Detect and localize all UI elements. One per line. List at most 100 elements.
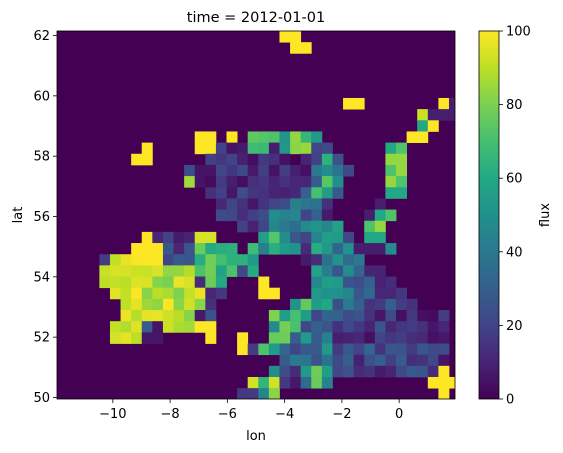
heatmap-cell — [364, 209, 376, 222]
heatmap-cell — [343, 310, 355, 322]
heatmap-cell — [247, 176, 259, 188]
heatmap-cell — [173, 231, 185, 244]
heatmap-cell — [385, 332, 397, 344]
heatmap-cell — [247, 153, 259, 166]
heatmap-cell — [321, 321, 333, 333]
heatmap-cell — [300, 142, 312, 155]
heatmap-cell — [300, 198, 312, 210]
heatmap-cell — [258, 164, 270, 177]
heatmap-cell — [237, 343, 249, 356]
heatmap-cell — [290, 243, 302, 255]
heatmap-cell — [343, 287, 355, 300]
heatmap-cell — [438, 388, 450, 399]
heatmap-cell — [321, 287, 333, 300]
heatmap-cell — [109, 254, 121, 266]
heatmap-cell — [374, 220, 386, 233]
heatmap-cell — [152, 276, 164, 289]
colorbar-tick-label: 0 — [506, 393, 514, 408]
heatmap-cell — [311, 310, 323, 322]
heatmap-cell — [120, 276, 132, 289]
heatmap-cell — [290, 131, 302, 144]
heatmap-cell — [353, 243, 365, 255]
heatmap-cell — [300, 365, 312, 378]
heatmap-cell — [194, 131, 206, 144]
heatmap-cell — [279, 376, 291, 389]
heatmap-cell — [162, 243, 174, 255]
heatmap-cell — [321, 164, 333, 177]
heatmap-cell — [427, 354, 439, 367]
heatmap-cell — [215, 198, 227, 210]
heatmap-cell — [237, 198, 249, 210]
heatmap-cell — [247, 343, 259, 356]
heatmap-cell — [300, 354, 312, 367]
heatmap-cell — [406, 343, 418, 356]
heatmap-cell — [332, 276, 344, 289]
heatmap-cell — [173, 298, 185, 311]
heatmap-cell — [353, 276, 365, 289]
heatmap-cell — [332, 243, 344, 255]
heatmap-cell — [385, 164, 397, 177]
heatmap-cell — [184, 287, 196, 300]
heatmap-cell — [417, 354, 429, 367]
heatmap-cell — [215, 164, 227, 177]
heatmap-cell — [290, 298, 302, 311]
heatmap-cell — [321, 365, 333, 378]
heatmap-cell — [258, 153, 270, 166]
heatmap-cell — [311, 332, 323, 344]
heatmap-cell — [332, 254, 344, 266]
heatmap-cell — [300, 298, 312, 311]
heatmap-cell — [184, 265, 196, 277]
heatmap-cell — [279, 321, 291, 333]
heatmap-cell — [438, 376, 450, 389]
heatmap-cell — [131, 153, 143, 166]
heatmap-cell — [374, 287, 386, 300]
heatmap-cell — [109, 276, 121, 289]
heatmap-cell — [152, 321, 164, 333]
heatmap-cell — [396, 153, 408, 166]
heatmap-cell — [311, 131, 323, 144]
heatmap-cell — [268, 231, 280, 244]
heatmap-cell — [311, 164, 323, 177]
heatmap-cell — [448, 109, 455, 121]
heatmap-cell — [438, 332, 450, 344]
x-axis-label: lon — [246, 429, 266, 444]
heatmap-cell — [258, 343, 270, 356]
heatmap-cell — [237, 142, 249, 155]
heatmap-cell — [353, 298, 365, 311]
heatmap-cell — [247, 220, 259, 233]
heatmap-cell — [258, 231, 270, 244]
heatmap-cell — [321, 343, 333, 356]
heatmap-cell — [321, 376, 333, 389]
heatmap-cell — [237, 164, 249, 177]
heatmap-cell — [300, 220, 312, 233]
heatmap-cell — [332, 365, 344, 378]
heatmap-cell — [194, 310, 206, 322]
heatmap-cell — [417, 109, 429, 121]
heatmap-cell — [258, 187, 270, 199]
heatmap-cell — [268, 209, 280, 222]
heatmap-cell — [300, 42, 312, 54]
heatmap-cell — [268, 332, 280, 344]
heatmap-cell — [258, 388, 270, 399]
heatmap-cells — [99, 31, 455, 399]
heatmap-cell — [184, 321, 196, 333]
heatmap-cell — [215, 176, 227, 188]
heatmap-cell — [448, 376, 455, 389]
x-tick-label: −8 — [161, 407, 180, 422]
heatmap-cell — [364, 220, 376, 233]
heatmap-cell — [417, 131, 429, 144]
heatmap-cell — [385, 321, 397, 333]
heatmap-cell — [141, 332, 153, 344]
heatmap-cell — [332, 298, 344, 311]
heatmap-cell — [152, 298, 164, 311]
colorbar-label: flux — [538, 203, 553, 227]
heatmap-cell — [205, 310, 217, 322]
heatmap-cell — [321, 254, 333, 266]
y-axis: 50 52 54 56 58 60 62 — [33, 29, 57, 406]
heatmap-cell — [184, 254, 196, 266]
heatmap-cell — [321, 187, 333, 199]
heatmap-cell — [311, 343, 323, 356]
chart-title: time = 2012-01-01 — [187, 10, 325, 26]
heatmap-cell — [205, 187, 217, 199]
plot-area — [57, 31, 455, 399]
